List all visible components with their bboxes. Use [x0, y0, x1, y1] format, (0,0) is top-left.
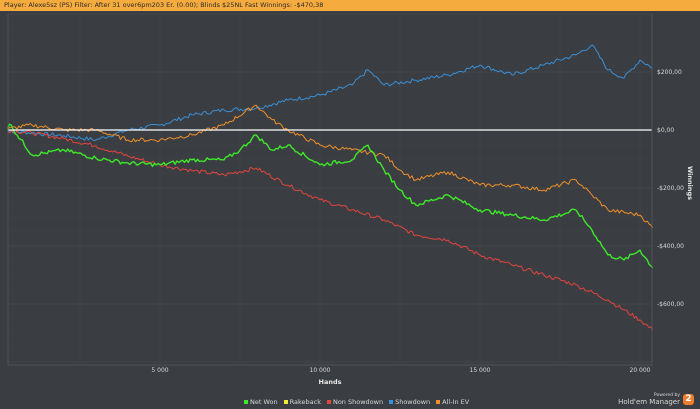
legend-item-rakeback[interactable]: Rakeback — [283, 398, 321, 406]
legend-label: Showdown — [395, 398, 431, 406]
x-tick-label: 5 000 — [151, 367, 168, 374]
legend-item-all-in-ev[interactable]: All-In EV — [436, 398, 469, 406]
legend-item-showdown[interactable]: Showdown — [389, 398, 430, 406]
title-bar: Player: Alexe5sz (PS) Filter: After 31 o… — [0, 0, 700, 11]
axes: 5 000 10 000 15 000 20 000 $200,00 $0,00 -$200… — [7, 14, 684, 374]
x-tick-label: 20 000 — [630, 367, 651, 374]
series-line-all-in-ev — [7, 104, 654, 229]
legend-item-net-won[interactable]: Net Won — [244, 398, 278, 406]
x-axis-label: Hands — [319, 378, 342, 386]
series-line-non-showdown — [7, 129, 654, 331]
legend-swatch — [244, 400, 248, 404]
x-tick-label: 15 000 — [470, 367, 491, 374]
y-axis-label: Winnings — [686, 166, 694, 200]
series-line-showdown — [7, 44, 653, 142]
y-tick-label: $200,00 — [657, 69, 682, 76]
legend-swatch — [283, 400, 288, 404]
y-tick-label: -$600,00 — [657, 301, 684, 308]
y-tick-label: $0,00 — [657, 127, 674, 134]
brand-name: Hold'em Manager — [618, 398, 680, 406]
legend-label: All-In EV — [442, 398, 470, 406]
legend-label: Non Showdown — [332, 398, 384, 406]
legend-swatch — [389, 400, 394, 404]
gridlines — [8, 13, 652, 365]
legend-swatch — [326, 400, 331, 404]
legend-item-non-showdown[interactable]: Non Showdown — [326, 398, 384, 406]
holdem-manager-logo: Powered by Hold'em Manager 2 — [618, 392, 694, 406]
legend-label: Rakeback — [289, 398, 321, 406]
series-line-net-won — [7, 123, 654, 269]
series-lines — [7, 44, 654, 331]
x-tick-label: 10 000 — [310, 367, 331, 374]
brand-badge-icon: 2 — [683, 393, 694, 405]
powered-by-text: Powered by — [653, 393, 680, 398]
legend-label: Net Won — [250, 398, 278, 406]
legend: Net Won Rakeback Non Showdown Showdown All-I… — [244, 398, 469, 406]
y-tick-label: -$400,00 — [657, 243, 684, 250]
y-tick-label: -$200,00 — [657, 185, 684, 192]
legend-swatch — [436, 400, 441, 404]
